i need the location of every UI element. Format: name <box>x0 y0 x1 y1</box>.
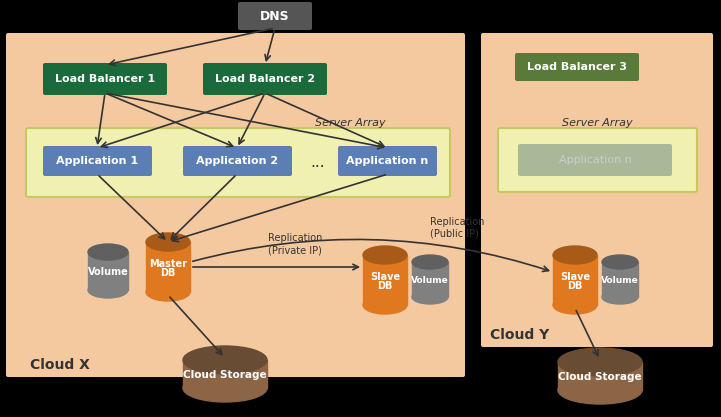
FancyBboxPatch shape <box>518 144 672 176</box>
Text: Load Balancer 2: Load Balancer 2 <box>215 74 315 84</box>
Ellipse shape <box>88 244 128 260</box>
Text: Application 2: Application 2 <box>196 156 278 166</box>
Bar <box>88 252 128 290</box>
FancyBboxPatch shape <box>43 63 167 95</box>
Ellipse shape <box>558 348 642 376</box>
Text: Server Array: Server Array <box>314 118 385 128</box>
Text: Application n: Application n <box>559 155 632 165</box>
FancyBboxPatch shape <box>515 53 639 81</box>
Text: DNS: DNS <box>260 10 290 23</box>
Text: DB: DB <box>567 281 583 291</box>
Ellipse shape <box>363 246 407 264</box>
Text: Replication
(Public IP): Replication (Public IP) <box>430 217 485 239</box>
Bar <box>183 360 267 388</box>
FancyBboxPatch shape <box>26 128 450 197</box>
Text: Volume: Volume <box>601 276 639 285</box>
Text: ...: ... <box>311 155 325 169</box>
Ellipse shape <box>183 374 267 402</box>
Bar <box>553 255 597 305</box>
FancyBboxPatch shape <box>338 146 437 176</box>
Ellipse shape <box>363 296 407 314</box>
Text: Master: Master <box>149 259 187 269</box>
Ellipse shape <box>412 290 448 304</box>
Ellipse shape <box>412 255 448 269</box>
Text: Server Array: Server Array <box>562 118 632 128</box>
Text: Cloud X: Cloud X <box>30 358 90 372</box>
Text: Cloud Storage: Cloud Storage <box>558 372 642 382</box>
Text: Load Balancer 1: Load Balancer 1 <box>55 74 155 84</box>
FancyBboxPatch shape <box>203 63 327 95</box>
Text: Volume: Volume <box>88 267 128 277</box>
FancyBboxPatch shape <box>6 33 465 377</box>
Text: Application 1: Application 1 <box>56 156 138 166</box>
Text: Cloud Y: Cloud Y <box>490 328 549 342</box>
Ellipse shape <box>558 376 642 404</box>
Ellipse shape <box>553 246 597 264</box>
Ellipse shape <box>553 296 597 314</box>
Bar <box>412 262 448 297</box>
Text: DB: DB <box>377 281 393 291</box>
Ellipse shape <box>146 233 190 251</box>
Ellipse shape <box>183 346 267 374</box>
Text: Slave: Slave <box>370 272 400 282</box>
Text: Replication
(Private IP): Replication (Private IP) <box>267 234 322 255</box>
Ellipse shape <box>88 282 128 298</box>
Ellipse shape <box>602 255 638 269</box>
Text: Application n: Application n <box>346 156 428 166</box>
Ellipse shape <box>602 290 638 304</box>
FancyBboxPatch shape <box>481 33 713 347</box>
Bar <box>602 262 638 297</box>
Bar <box>558 362 642 390</box>
FancyBboxPatch shape <box>498 128 697 192</box>
Text: Cloud Storage: Cloud Storage <box>183 370 267 380</box>
Text: Volume: Volume <box>411 276 449 285</box>
FancyBboxPatch shape <box>43 146 152 176</box>
FancyBboxPatch shape <box>238 2 312 30</box>
Text: Load Balancer 3: Load Balancer 3 <box>527 62 627 72</box>
Bar <box>363 255 407 305</box>
Ellipse shape <box>146 283 190 301</box>
Text: DB: DB <box>160 268 176 278</box>
Text: Slave: Slave <box>560 272 590 282</box>
Bar <box>146 242 190 292</box>
FancyBboxPatch shape <box>183 146 292 176</box>
